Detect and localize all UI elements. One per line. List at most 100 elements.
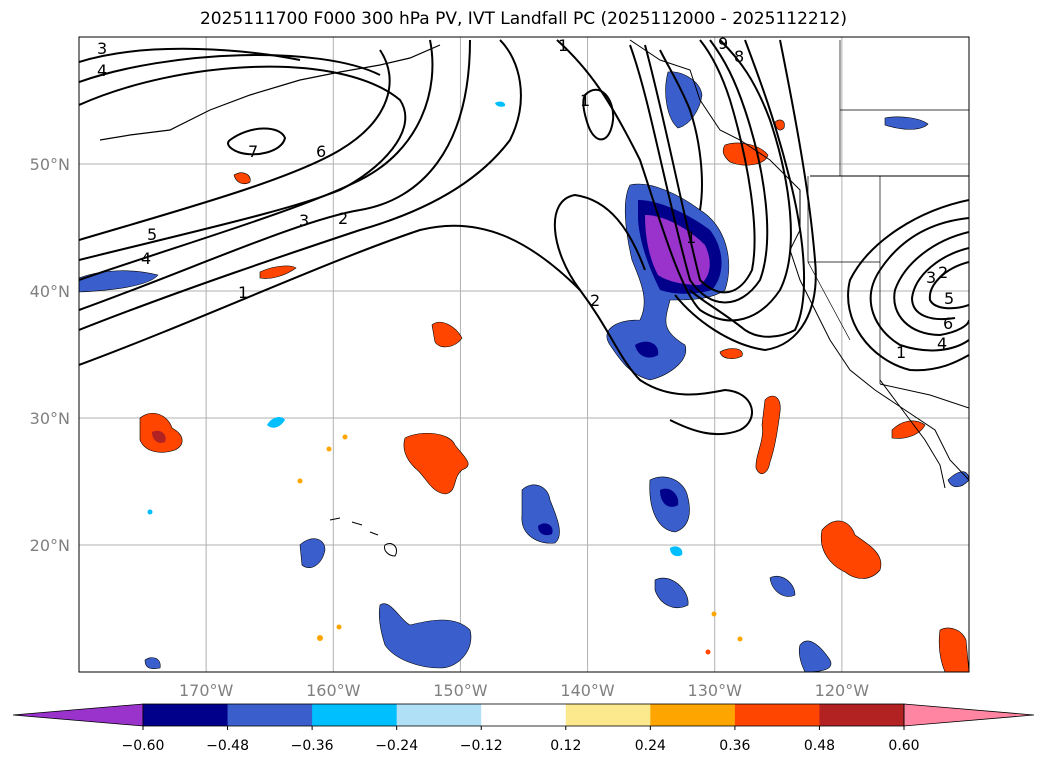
positive-anomaly-dot	[326, 446, 332, 452]
colorbar-tick-label: 0.24	[635, 738, 666, 754]
lon-tick-label: 150°W	[433, 681, 488, 700]
colorbar-tick-label: 0.60	[888, 738, 919, 754]
colorbar-tick-label: −0.12	[460, 738, 503, 754]
colorbar-extend-low	[12, 703, 144, 727]
positive-anomaly-dot	[342, 434, 348, 440]
colorbar-segment	[819, 704, 905, 726]
colorbar-frame	[142, 703, 905, 727]
pv-anomaly-shading	[79, 71, 969, 672]
positive-anomaly-region	[259, 265, 297, 279]
contour-label: 8	[734, 47, 744, 66]
colorbar: −0.60 −0.48 −0.36 −0.24 −0.12 0.12 0.24 0.36 0.4…	[12, 703, 1035, 754]
positive-anomaly-region	[774, 119, 785, 131]
contour-label: 2	[338, 209, 348, 228]
aleutian-islands	[99, 44, 441, 141]
positive-anomaly-region	[938, 627, 969, 672]
strong-negative-anomaly-region	[660, 488, 679, 507]
contour-label: 6	[316, 142, 326, 161]
map-area	[79, 37, 969, 672]
contour-label: 4	[97, 61, 107, 80]
longitude-labels: 170°W 160°W 150°W 140°W 130°W 120°W	[179, 681, 869, 700]
negative-anomaly-region	[798, 640, 832, 672]
gridlines	[79, 37, 969, 672]
pv-contour-line	[79, 39, 471, 311]
extreme-negative-anomaly-region	[645, 215, 710, 285]
lat-tick-label: 20°N	[30, 536, 70, 555]
pv-contour-line	[910, 247, 969, 320]
pv-contour-line	[556, 39, 792, 322]
pv-contour-line	[79, 49, 391, 241]
strong-positive-anomaly-region	[152, 430, 166, 443]
contour-label: 1	[238, 283, 248, 302]
positive-anomaly-region	[403, 432, 469, 495]
colorbar-tick-label: −0.36	[291, 738, 334, 754]
weak-negative-anomaly-region	[495, 101, 506, 107]
positive-anomaly-region	[755, 395, 781, 474]
colorbar-extend-high	[903, 703, 1035, 727]
pv-contour-line	[869, 217, 969, 352]
colorbar-tick-label: 0.48	[804, 738, 835, 754]
positive-anomaly-dot	[705, 649, 711, 655]
contour-label: 5	[944, 289, 954, 308]
negative-anomaly-region	[769, 575, 796, 597]
pv-contour-line	[554, 193, 646, 291]
colorbar-segment	[143, 704, 229, 726]
contour-labels: 3 4 7 6 5 4 3 2 1 1 1 2 9 8 1 3 2 5 6 4 …	[97, 36, 954, 362]
contour-label: 5	[147, 225, 157, 244]
lon-tick-label: 170°W	[179, 681, 234, 700]
colorbar-tick-label: −0.48	[206, 738, 249, 754]
negative-anomaly-region	[884, 116, 929, 130]
lon-tick-label: 130°W	[688, 681, 743, 700]
positive-anomaly-region	[891, 420, 926, 439]
positive-anomaly-region	[719, 348, 743, 359]
map-frame	[78, 36, 970, 673]
positive-anomaly-dot	[711, 611, 717, 617]
negative-anomaly-region	[665, 71, 703, 129]
colorbar-segment	[227, 704, 313, 726]
negative-anomaly-region	[635, 341, 659, 358]
contour-label: 3	[926, 268, 936, 287]
pv-contour-line	[227, 127, 287, 156]
pv-contours	[79, 39, 969, 436]
contour-label: 2	[590, 291, 600, 310]
lat-tick-label: 30°N	[30, 409, 70, 428]
contour-label: 6	[943, 314, 953, 333]
contour-label: 1	[896, 343, 906, 362]
us-mexico-border	[879, 383, 969, 409]
contour-label: 1	[558, 36, 568, 55]
latitude-labels: 50°N 40°N 30°N 20°N	[30, 155, 70, 555]
pv-contour-line	[629, 39, 769, 304]
colorbar-tick-label: 0.12	[550, 738, 581, 754]
chart-title: 2025111700 F000 300 hPa PV, IVT Landfall…	[199, 9, 847, 29]
baja-coastline	[879, 379, 946, 489]
colorbar-tick-label: −0.60	[122, 738, 165, 754]
pv-contour-line	[79, 39, 434, 281]
colorbar-segment	[396, 704, 482, 726]
pv-contour-line	[847, 199, 969, 372]
lon-tick-label: 120°W	[815, 681, 870, 700]
negative-anomaly-dot	[147, 509, 153, 515]
pv-contour-line	[79, 65, 407, 261]
pv-contour-line	[928, 261, 969, 310]
negative-anomaly-region	[144, 657, 161, 670]
positive-anomaly-dot	[317, 635, 323, 641]
pv-contour-line	[644, 39, 756, 294]
pv-contour-line	[79, 39, 522, 331]
negative-anomaly-region	[299, 538, 326, 569]
state-borders	[807, 176, 881, 384]
pv-contour-line	[659, 49, 703, 211]
colorbar-segment	[650, 704, 736, 726]
contour-label: 1	[580, 91, 590, 110]
pv-contour-line	[79, 54, 381, 83]
negative-anomaly-region	[378, 603, 472, 669]
positive-anomaly-region	[820, 520, 882, 579]
negative-anomaly-region	[947, 471, 969, 488]
lat-tick-label: 50°N	[30, 155, 70, 174]
colorbar-segment	[312, 704, 398, 726]
contour-label: 4	[141, 249, 151, 268]
pv-contour-line	[79, 224, 753, 436]
contour-label: 4	[937, 334, 947, 353]
colorbar-segment	[734, 704, 820, 726]
lon-tick-label: 140°W	[560, 681, 615, 700]
